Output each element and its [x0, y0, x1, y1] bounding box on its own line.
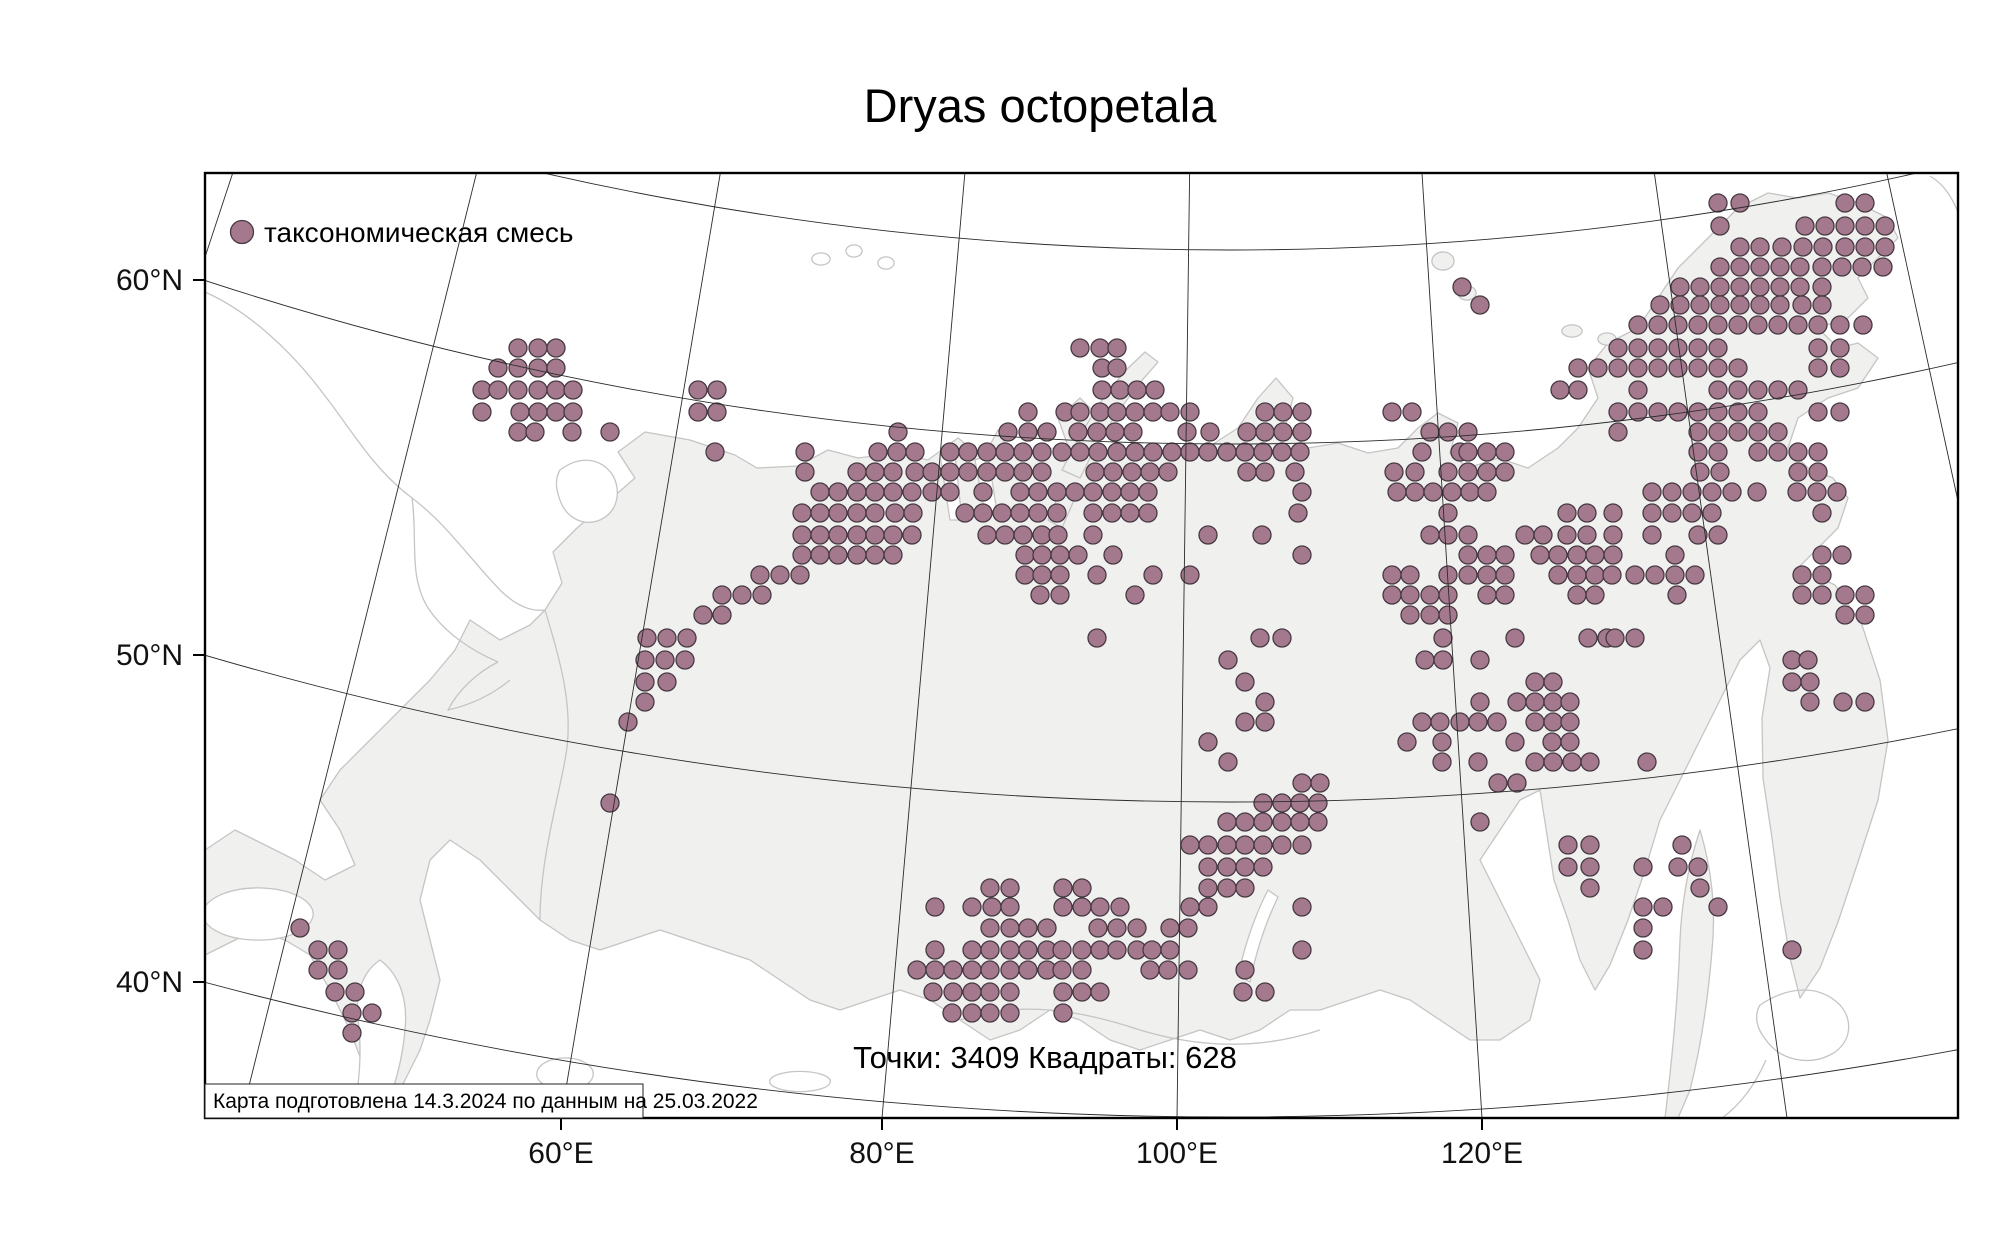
- lon-tick-label: 120°E: [1441, 1137, 1523, 1170]
- graticule: [205, 173, 1958, 1118]
- lat-tick-label: 50°N: [116, 639, 183, 672]
- caption-background: [204, 1083, 644, 1119]
- legend: таксономическая смесь: [229, 217, 573, 248]
- lat-tick-label: 60°N: [116, 264, 183, 297]
- lon-tick-label: 60°E: [528, 1137, 593, 1170]
- caption-text: Карта подготовлена 14.3.2024 по данным н…: [213, 1090, 758, 1113]
- lon-tick-label: 100°E: [1136, 1137, 1218, 1170]
- legend-label: таксономическая смесь: [264, 217, 573, 248]
- occurrence-dots: [290, 193, 1895, 1043]
- lon-tick-label: 80°E: [849, 1137, 914, 1170]
- legend-dot-icon: [229, 219, 255, 245]
- stats-text: Точки: 3409 Квадраты: 628: [853, 1040, 1237, 1075]
- axis-labels: 60°N 50°N 40°N 60°E 80°E 100°E 120°E: [116, 264, 1523, 1170]
- map-frame: [203, 171, 1960, 1120]
- map-title: Dryas octopetala: [864, 79, 1218, 132]
- caption-box: Карта подготовлена 14.3.2024 по данным н…: [204, 1083, 758, 1119]
- lat-tick-label: 40°N: [116, 966, 183, 999]
